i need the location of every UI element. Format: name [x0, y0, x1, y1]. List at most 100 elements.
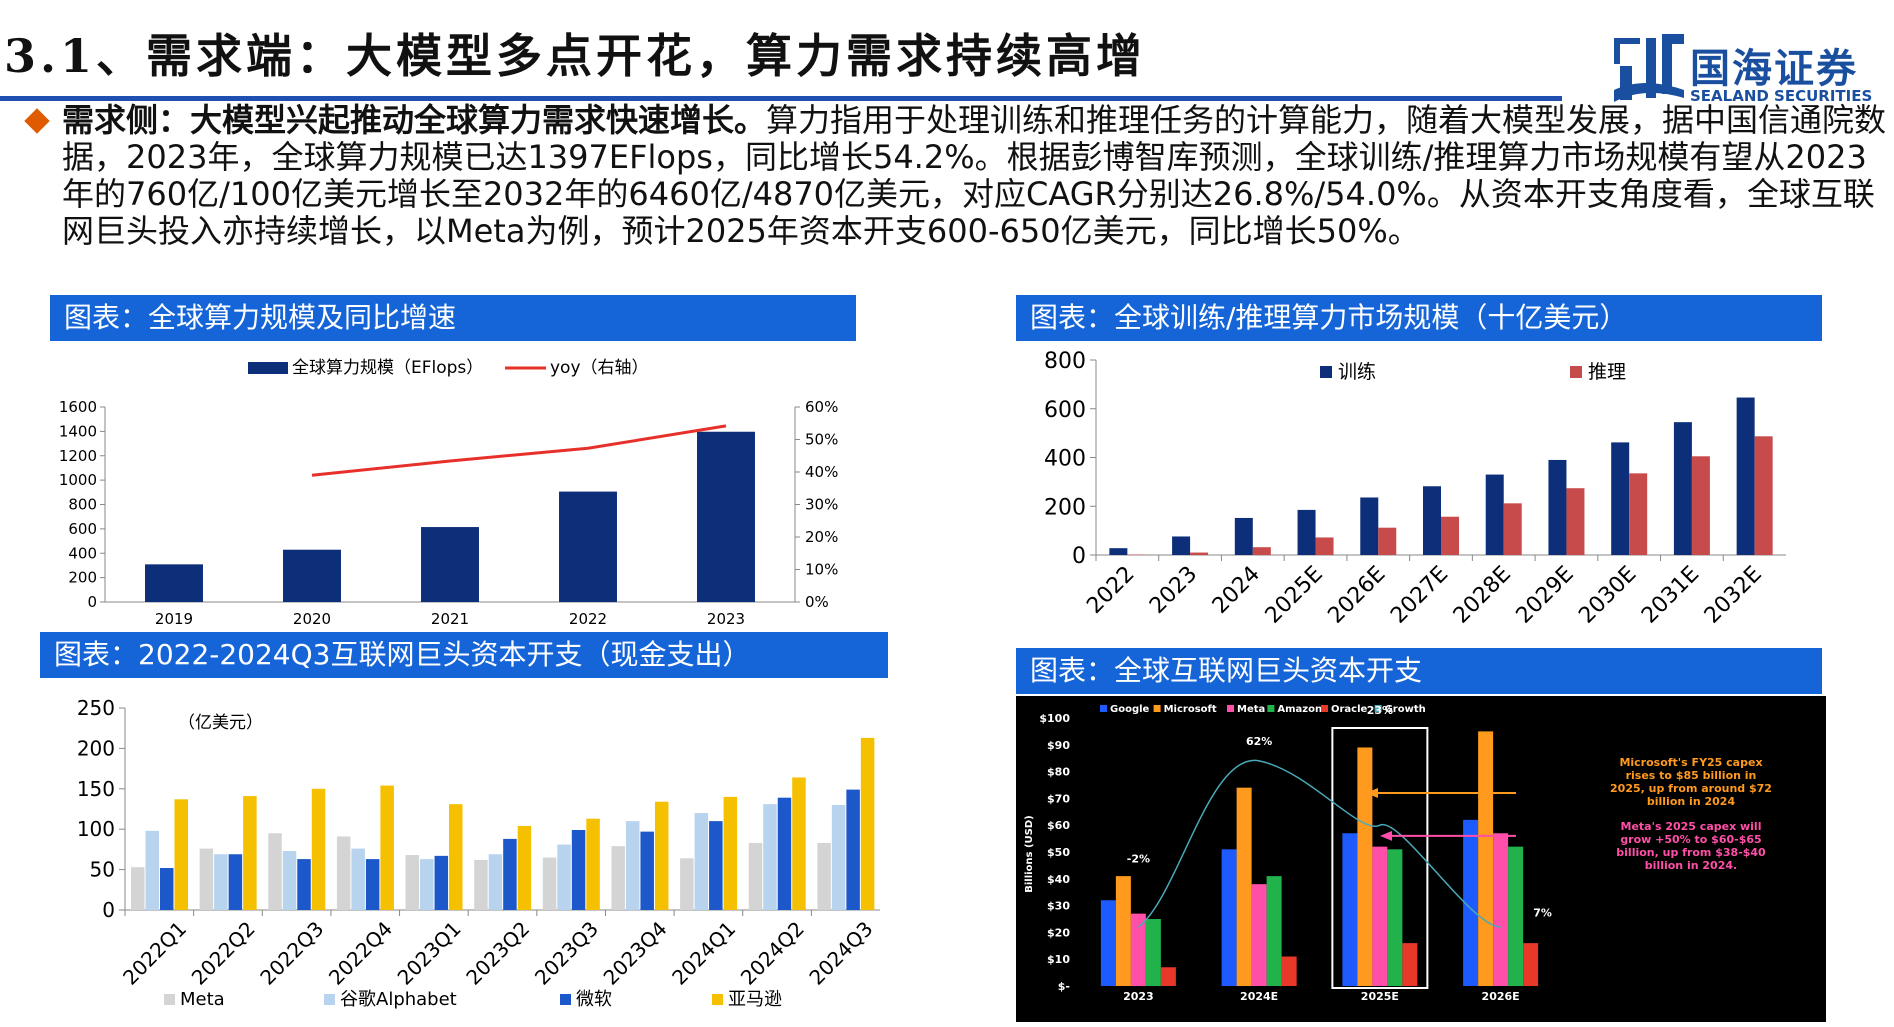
bar: [488, 854, 503, 910]
bar: [1315, 537, 1334, 555]
bar: [1378, 527, 1397, 555]
capex-quarterly-chart: （亿美元）0501001502002502022Q12022Q22022Q320…: [77, 696, 880, 1010]
y2-tick-label: 50%: [805, 431, 838, 449]
arrow-head-meta-icon: [1380, 830, 1392, 841]
bar: [571, 830, 586, 910]
y-tick-label: $10: [1047, 953, 1070, 966]
bar: [1297, 509, 1316, 555]
diamond-bullet-icon: [24, 108, 50, 134]
bar: [160, 867, 174, 910]
growth-label: 62%: [1246, 735, 1272, 748]
bar: [1478, 731, 1494, 986]
y-tick-label: 800: [68, 496, 97, 514]
bar: [1360, 497, 1379, 555]
bar: [1387, 849, 1403, 986]
bar: [380, 785, 394, 910]
y-tick-label: 400: [1044, 447, 1086, 472]
bar: [1160, 967, 1176, 986]
bar: [709, 821, 723, 910]
legend-label: Meta: [180, 989, 225, 1010]
bar: [1402, 943, 1418, 986]
legend-label: 谷歌Alphabet: [340, 989, 457, 1010]
bar: [1566, 488, 1585, 555]
legend-label-bar: 全球算力规模（EFlops）: [292, 358, 483, 378]
x-tick-label: 2030E: [1574, 562, 1641, 629]
bar: [1130, 913, 1146, 986]
bar: [694, 813, 709, 910]
x-tick-label: 2022Q1: [118, 917, 191, 990]
y-tick-label: 200: [68, 569, 97, 587]
y-tick-label: 600: [68, 520, 97, 538]
bar: [1736, 397, 1755, 555]
y-tick-label: 1000: [59, 471, 97, 489]
bar: [640, 831, 654, 910]
y-tick-label: $60: [1047, 819, 1070, 832]
bar: [174, 799, 188, 910]
bar: [503, 838, 517, 910]
bar: [420, 859, 434, 910]
bar: [1508, 846, 1524, 986]
bar: [831, 804, 846, 910]
bar: [625, 821, 640, 910]
bar: [214, 854, 228, 910]
bar: [542, 857, 557, 910]
legend-label-train: 训练: [1338, 361, 1376, 383]
y-tick-label: 800: [1044, 349, 1086, 374]
x-tick-label: 2025E: [1261, 562, 1328, 629]
legend-swatch-bar: [248, 362, 288, 374]
bar: [1691, 456, 1710, 555]
bar: [1441, 516, 1459, 555]
legend-swatch: [1100, 705, 1107, 712]
bar: [336, 836, 351, 910]
bar: [1190, 552, 1209, 555]
bar: [1236, 787, 1252, 986]
bar: [680, 858, 694, 910]
x-tick-label: 2019: [155, 610, 193, 628]
legend-label: Microsoft: [1164, 704, 1217, 715]
paragraph-body: 算力指用于处理训练和推理任务的计算能力，随着大模型发展，据中国信通院数据，202…: [62, 101, 1887, 250]
x-tick-label: 2024Q1: [667, 917, 740, 990]
x-tick-label: 2024Q3: [804, 917, 877, 990]
bar: [1251, 884, 1267, 986]
y-tick-label: 1400: [59, 422, 97, 440]
y-tick-label: $70: [1047, 792, 1070, 805]
legend-label-infer: 推理: [1588, 361, 1626, 383]
bar: [559, 491, 617, 602]
bar: [654, 801, 669, 910]
x-tick-label: 2027E: [1386, 562, 1453, 629]
x-tick-label: 2022: [1082, 562, 1139, 619]
x-tick-label: 2022Q2: [187, 917, 260, 990]
x-tick-label: 2023: [1145, 562, 1202, 619]
title-rule: [0, 96, 1562, 101]
page-title: 3.1、需求端：大模型多点开花，算力需求持续高增: [4, 29, 1147, 83]
legend-swatch: [164, 994, 175, 1005]
legend-label: Amazon: [1277, 704, 1322, 715]
y-tick-label: $100: [1039, 712, 1070, 725]
bar: [1145, 919, 1161, 986]
legend-swatch-train: [1320, 366, 1332, 378]
y2-tick-label: 40%: [805, 463, 838, 481]
growth-label: 7%: [1533, 906, 1552, 919]
bar: [283, 549, 341, 602]
bar: [131, 867, 145, 910]
legend-swatch: [1227, 705, 1234, 712]
bar: [1493, 833, 1509, 986]
caption-training-inference: 图表：全球训练/推理算力市场规模（十亿美元）: [1016, 295, 1822, 341]
x-tick-label: 2026E: [1323, 562, 1390, 629]
x-tick-label: 2023: [707, 610, 745, 628]
y-tick-label: 200: [1044, 495, 1086, 520]
x-tick-label: 2032E: [1700, 562, 1767, 629]
y-tick-label: 400: [68, 544, 97, 562]
y-axis-label: Billions (USD): [1024, 815, 1035, 893]
legend-label: 亚马逊: [728, 989, 782, 1010]
y-tick-label: $50: [1047, 846, 1070, 859]
logo-icon: [1614, 34, 1684, 102]
x-tick-label: 2031E: [1637, 562, 1704, 629]
bar: [517, 825, 532, 910]
x-tick-label: 2026E: [1482, 990, 1520, 1003]
y-tick-label: $80: [1047, 766, 1070, 779]
y-tick-label: 0: [87, 593, 97, 611]
x-tick-label: 2029E: [1512, 562, 1579, 629]
summary-paragraph: 需求侧：大模型兴起推动全球算力需求快速增长。算力指用于处理训练和推理任务的计算能…: [24, 101, 1888, 250]
bar: [777, 797, 792, 910]
